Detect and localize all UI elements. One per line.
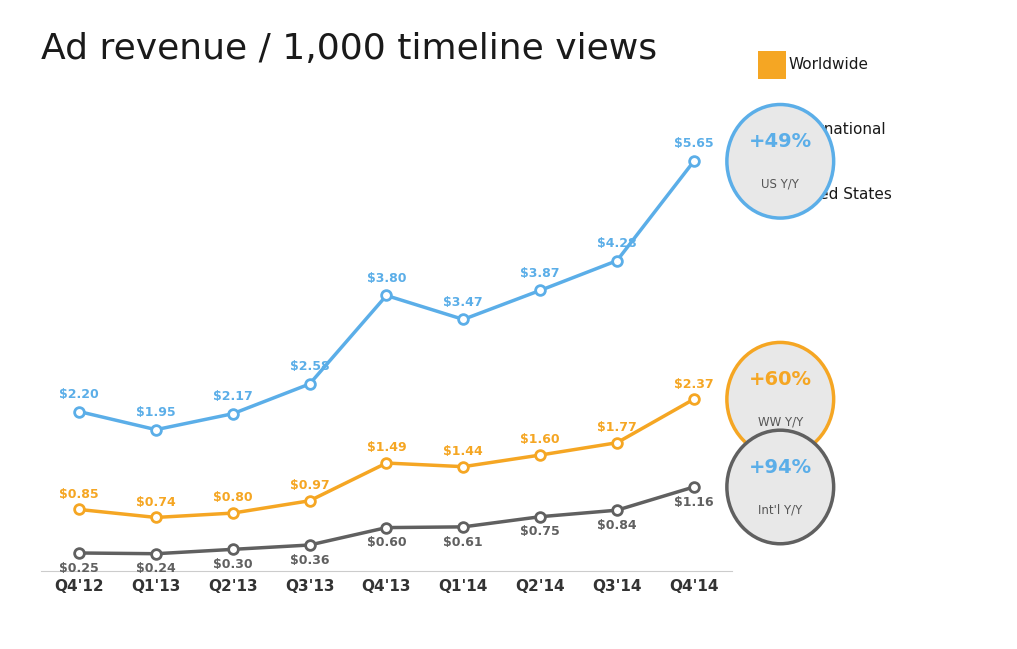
Text: $0.36: $0.36 [290,554,330,567]
Text: $2.20: $2.20 [59,387,99,400]
Text: $2.58: $2.58 [290,360,330,373]
Text: International: International [788,122,886,138]
Text: $1.44: $1.44 [443,445,483,458]
Text: $1.60: $1.60 [521,434,560,447]
Text: $0.85: $0.85 [59,488,99,501]
Text: $1.16: $1.16 [674,496,714,509]
Text: WW Y/Y: WW Y/Y [758,415,802,428]
Text: $0.80: $0.80 [213,491,252,504]
Text: US Y/Y: US Y/Y [762,178,799,191]
Text: +49%: +49% [749,132,812,151]
Text: $0.60: $0.60 [367,536,406,549]
Text: +94%: +94% [749,458,812,477]
Text: $3.47: $3.47 [443,295,483,308]
Text: Ad revenue / 1,000 timeline views: Ad revenue / 1,000 timeline views [41,32,657,66]
Text: $4.28: $4.28 [597,237,637,250]
Text: $0.74: $0.74 [136,496,176,509]
Text: $0.97: $0.97 [290,479,330,492]
Text: Int'l Y/Y: Int'l Y/Y [758,503,802,516]
Text: $1.95: $1.95 [136,406,176,419]
Text: $1.49: $1.49 [367,441,406,454]
Text: $1.77: $1.77 [597,421,637,434]
Text: United States: United States [788,187,892,202]
Text: $5.65: $5.65 [674,138,714,151]
Text: $0.24: $0.24 [136,563,176,576]
Text: $2.37: $2.37 [674,378,714,391]
Text: $0.75: $0.75 [521,526,560,539]
Text: $2.17: $2.17 [213,390,252,403]
Text: +60%: +60% [749,370,812,389]
Text: $0.30: $0.30 [213,558,252,571]
Text: $0.25: $0.25 [59,561,99,575]
Text: $3.87: $3.87 [521,267,560,280]
Text: $3.80: $3.80 [367,271,406,285]
Text: $0.84: $0.84 [597,519,637,532]
Text: $0.61: $0.61 [443,535,483,548]
Text: Worldwide: Worldwide [788,57,869,73]
